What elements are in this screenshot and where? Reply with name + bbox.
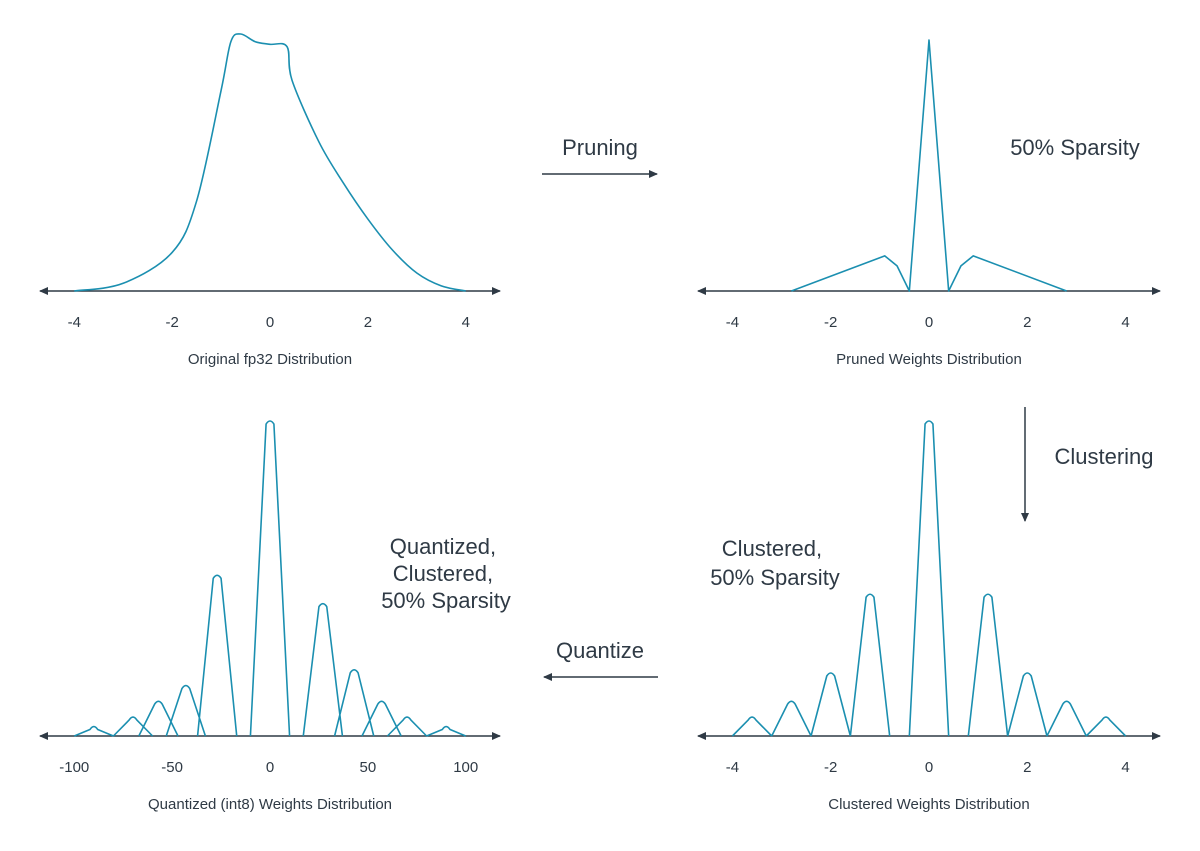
x-tick-label: 4: [1121, 759, 1129, 776]
x-tick-label: 0: [925, 314, 933, 331]
chart-caption: Quantized (int8) Weights Distribution: [148, 796, 392, 813]
x-tick-labels: -100 -50 0 50 100: [59, 759, 478, 776]
x-tick-label: 100: [453, 759, 478, 776]
annotation-line: 50% Sparsity: [1010, 135, 1140, 160]
pruned-sparsity-note: 50% Sparsity: [1010, 135, 1140, 160]
clustered-distribution-chart: -4 -2 0 2 4 Clustered Weights Distribution: [697, 420, 1161, 813]
x-tick-labels: -4 -2 0 2 4: [68, 314, 470, 331]
x-tick-label: 2: [1023, 314, 1031, 331]
x-tick-label: 0: [266, 759, 274, 776]
clustered-note: Clustered, 50% Sparsity: [710, 536, 840, 590]
x-tick-labels: -4 -2 0 2 4: [726, 759, 1130, 776]
x-tick-label: -2: [165, 314, 178, 331]
annotation-line: Clustered,: [722, 536, 822, 561]
distribution-curve: [731, 420, 1127, 737]
x-tick-label: 4: [1121, 314, 1129, 331]
x-tick-label: -100: [59, 759, 89, 776]
annotation-line: 50% Sparsity: [381, 588, 511, 613]
distribution-curve: [791, 39, 1067, 292]
x-tick-label: -2: [824, 314, 837, 331]
chart-caption: Clustered Weights Distribution: [828, 796, 1029, 813]
x-tick-label: -4: [726, 759, 739, 776]
annotation-line: 50% Sparsity: [710, 565, 840, 590]
quantized-note: Quantized, Clustered, 50% Sparsity: [381, 534, 511, 613]
x-tick-label: -4: [726, 314, 739, 331]
x-tick-label: -4: [68, 314, 81, 331]
x-tick-label: 4: [462, 314, 470, 331]
x-tick-labels: -4 -2 0 2 4: [726, 314, 1130, 331]
quantize-label: Quantize: [556, 638, 644, 663]
x-tick-label: 0: [266, 314, 274, 331]
quantized-distribution-chart: -100 -50 0 50 100 Quantized (int8) Weights D…: [39, 420, 501, 813]
pruning-transition: Pruning: [542, 135, 658, 178]
quantize-transition: Quantize: [543, 638, 658, 681]
original-distribution-chart: -4 -2 0 2 4 Original fp32 Distribution: [39, 33, 501, 368]
distribution-curve: [73, 420, 467, 737]
x-tick-label: 50: [360, 759, 377, 776]
chart-caption: Original fp32 Distribution: [188, 351, 352, 368]
clustering-transition: Clustering: [1021, 407, 1154, 522]
x-tick-label: -50: [161, 759, 183, 776]
x-tick-label: 2: [1023, 759, 1031, 776]
pruned-distribution-chart: -4 -2 0 2 4 Pruned Weights Distribution: [697, 39, 1161, 368]
chart-caption: Pruned Weights Distribution: [836, 351, 1022, 368]
distribution-curve: [74, 33, 466, 292]
x-tick-label: 2: [364, 314, 372, 331]
x-tick-label: -2: [824, 759, 837, 776]
annotation-line: Quantized,: [390, 534, 496, 559]
clustering-label: Clustering: [1054, 444, 1153, 469]
annotation-line: Clustered,: [393, 561, 493, 586]
x-tick-label: 0: [925, 759, 933, 776]
pruning-label: Pruning: [562, 135, 638, 160]
